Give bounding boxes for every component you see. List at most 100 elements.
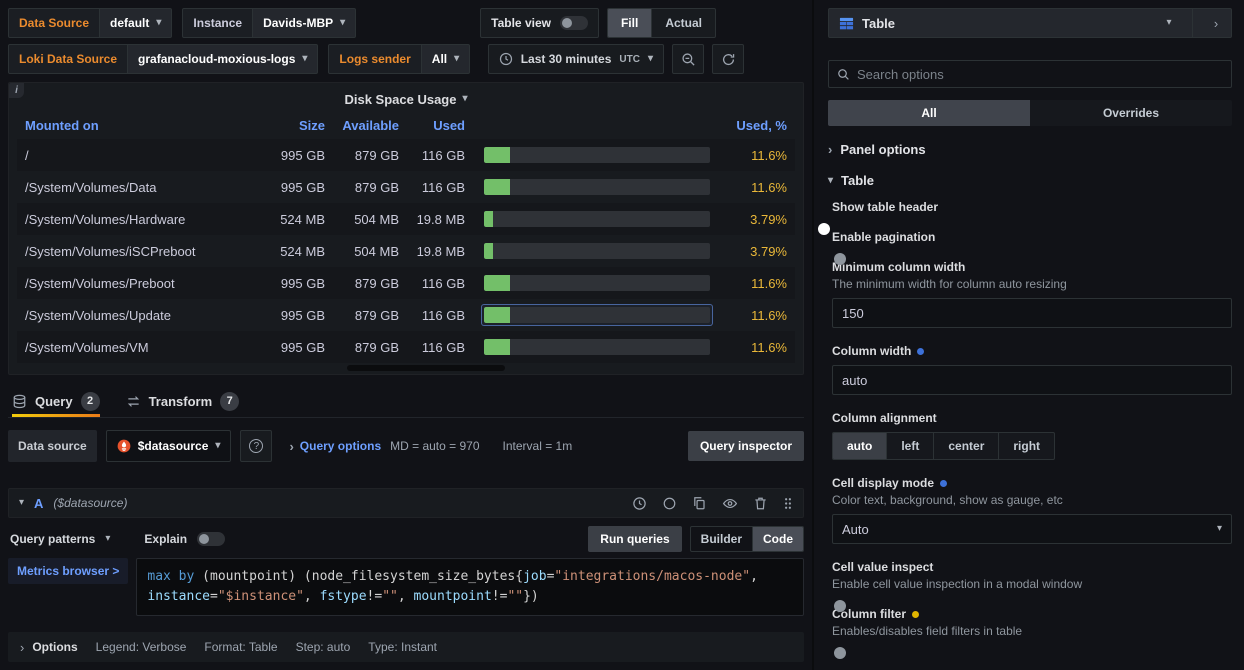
copy-icon[interactable] xyxy=(692,496,707,511)
query-inspector-button[interactable]: Query inspector xyxy=(687,431,804,462)
datasource-select-value: $datasource xyxy=(137,439,209,454)
options-search[interactable] xyxy=(828,60,1232,88)
logs-sender-picker[interactable]: All ▾ xyxy=(421,44,471,74)
gauge-fill xyxy=(484,147,511,163)
clock-icon xyxy=(499,52,513,66)
gauge-fill xyxy=(484,243,493,259)
eye-icon[interactable] xyxy=(722,496,738,511)
cell-used-gauge xyxy=(473,240,721,262)
time-range-picker[interactable]: Last 30 minutes UTC ▾ xyxy=(487,44,664,74)
cell-used: 116 GB xyxy=(421,307,465,323)
align-right-option[interactable]: right xyxy=(1013,439,1041,453)
instance-variable-label: Instance xyxy=(182,8,254,38)
cell-mounted-on: /System/Volumes/iSCPreboot xyxy=(25,243,196,259)
section-panel-options[interactable]: › Panel options xyxy=(828,142,1232,157)
tab-all[interactable]: All xyxy=(828,100,1030,126)
zoom-out-button[interactable] xyxy=(672,44,704,74)
datasource-variable-picker[interactable]: default ▾ xyxy=(100,8,173,38)
metrics-browser-button[interactable]: Metrics browser > xyxy=(8,558,129,585)
align-left-option[interactable]: left xyxy=(887,433,935,459)
visualization-picker[interactable]: Table ▾ › xyxy=(828,8,1232,38)
column-header-used[interactable]: Used xyxy=(433,117,465,133)
options-sidebar: Table ▾ › All Overrides › Panel options … xyxy=(812,0,1244,670)
panel-info-corner-icon[interactable]: i xyxy=(9,83,24,98)
actual-option[interactable]: Actual xyxy=(665,16,702,30)
instance-variable: Instance Davids-MBP ▾ xyxy=(182,8,357,38)
promql-editor[interactable]: max by (mountpoint) (node_filesystem_siz… xyxy=(136,558,804,617)
column-header-mounted-on[interactable]: Mounted on xyxy=(25,117,99,133)
cell-size: 524 MB xyxy=(280,243,325,259)
query-options-expander[interactable]: › Query options xyxy=(289,439,381,453)
column-header-size[interactable]: Size xyxy=(298,117,325,133)
instance-variable-value: Davids-MBP xyxy=(263,16,334,30)
query-row-header[interactable]: ▾ A ($datasource) xyxy=(8,488,804,519)
table-options-fields: Show table header Enable pagination Mini… xyxy=(832,200,1232,638)
cell-mounted-on: /System/Volumes/Data xyxy=(25,179,157,195)
loki-datasource-picker[interactable]: grafanacloud-moxious-logs ▾ xyxy=(128,44,319,74)
tab-transform[interactable]: Transform 7 xyxy=(126,385,240,417)
cell-used-gauge xyxy=(473,208,721,230)
tab-query-label: Query xyxy=(35,393,73,409)
query-patterns-dropdown[interactable]: Query patterns xyxy=(10,532,96,547)
instance-variable-picker[interactable]: Davids-MBP ▾ xyxy=(253,8,357,38)
refresh-button[interactable] xyxy=(712,44,744,74)
chevron-down-icon: ▾ xyxy=(828,174,834,186)
options-search-input[interactable] xyxy=(857,66,1223,82)
scrollbar-thumb[interactable] xyxy=(347,365,505,371)
chevron-right-icon: › xyxy=(289,438,294,454)
collapse-pane-button[interactable]: › xyxy=(1213,15,1219,31)
tab-query[interactable]: Query 2 xyxy=(12,385,100,418)
datasource-help-button[interactable]: ? xyxy=(240,430,273,463)
builder-option[interactable]: Builder xyxy=(691,527,753,552)
cell-display-mode-select[interactable]: Auto ▾ xyxy=(832,514,1232,544)
code-option[interactable]: Code xyxy=(753,527,803,552)
cell-used: 19.8 MB xyxy=(416,211,465,227)
field-enable-pagination: Enable pagination xyxy=(832,230,1232,244)
chevron-down-icon: ▾ xyxy=(215,440,221,452)
gauge-fill xyxy=(484,307,511,323)
align-auto-option[interactable]: auto xyxy=(833,433,888,459)
loki-datasource-value: grafanacloud-moxious-logs xyxy=(138,52,296,66)
cell-used-gauge xyxy=(473,336,721,358)
collapse-query-icon[interactable]: ▾ xyxy=(19,497,25,509)
main-column: Data Source default ▾ Instance Davids-MB… xyxy=(8,8,804,655)
divider xyxy=(1192,8,1193,38)
table-row: /System/Volumes/iSCPreboot 524 MB 504 MB… xyxy=(17,235,795,267)
min-column-width-input[interactable] xyxy=(832,298,1232,328)
gauge-fill xyxy=(484,179,511,195)
fill-option[interactable]: Fill xyxy=(607,9,653,37)
cell-size: 995 GB xyxy=(280,307,325,323)
query-toolbar-row: Query patterns ▾ Explain Run queries Bui… xyxy=(8,526,804,553)
min-column-width-desc: The minimum width for column auto resizi… xyxy=(832,277,1067,291)
chevron-down-icon: ▾ xyxy=(1216,523,1222,534)
record-icon[interactable] xyxy=(662,496,677,511)
toolbar-row-2: Loki Data Source grafanacloud-moxious-lo… xyxy=(8,44,804,74)
run-controls: Run queries Builder Code xyxy=(588,526,804,553)
options-expander[interactable]: Options xyxy=(32,640,78,655)
drag-handle-icon[interactable] xyxy=(783,496,793,511)
column-header-available[interactable]: Available xyxy=(342,117,399,133)
cell-used-gauge xyxy=(473,272,721,294)
panel-title-menu[interactable]: Disk Space Usage ▾ xyxy=(17,87,795,111)
trash-icon[interactable] xyxy=(753,496,768,511)
query-datasource-note: ($datasource) xyxy=(53,496,128,511)
step-summary: Step: auto xyxy=(295,640,351,655)
section-table[interactable]: ▾ Table xyxy=(828,173,1232,188)
column-header-used-pct[interactable]: Used, % xyxy=(736,117,787,133)
cell-mounted-on: /System/Volumes/VM xyxy=(25,339,149,355)
table-view-toggle[interactable] xyxy=(559,16,588,30)
fill-actual-group: Fill Actual xyxy=(606,8,716,38)
enable-pagination-label: Enable pagination xyxy=(832,230,936,244)
tab-overrides[interactable]: Overrides xyxy=(1102,106,1160,120)
cell-display-mode-label: Cell display mode xyxy=(832,476,935,490)
run-queries-button[interactable]: Run queries xyxy=(588,526,682,553)
explain-toggle[interactable] xyxy=(197,532,226,547)
cell-available: 879 GB xyxy=(354,147,399,163)
history-icon[interactable] xyxy=(632,496,647,511)
align-center-option[interactable]: center xyxy=(934,433,1000,459)
cell-size: 995 GB xyxy=(280,147,325,163)
gauge-fill xyxy=(484,275,511,291)
datasource-select[interactable]: $datasource ▾ xyxy=(105,430,232,463)
column-width-input[interactable] xyxy=(832,365,1232,395)
